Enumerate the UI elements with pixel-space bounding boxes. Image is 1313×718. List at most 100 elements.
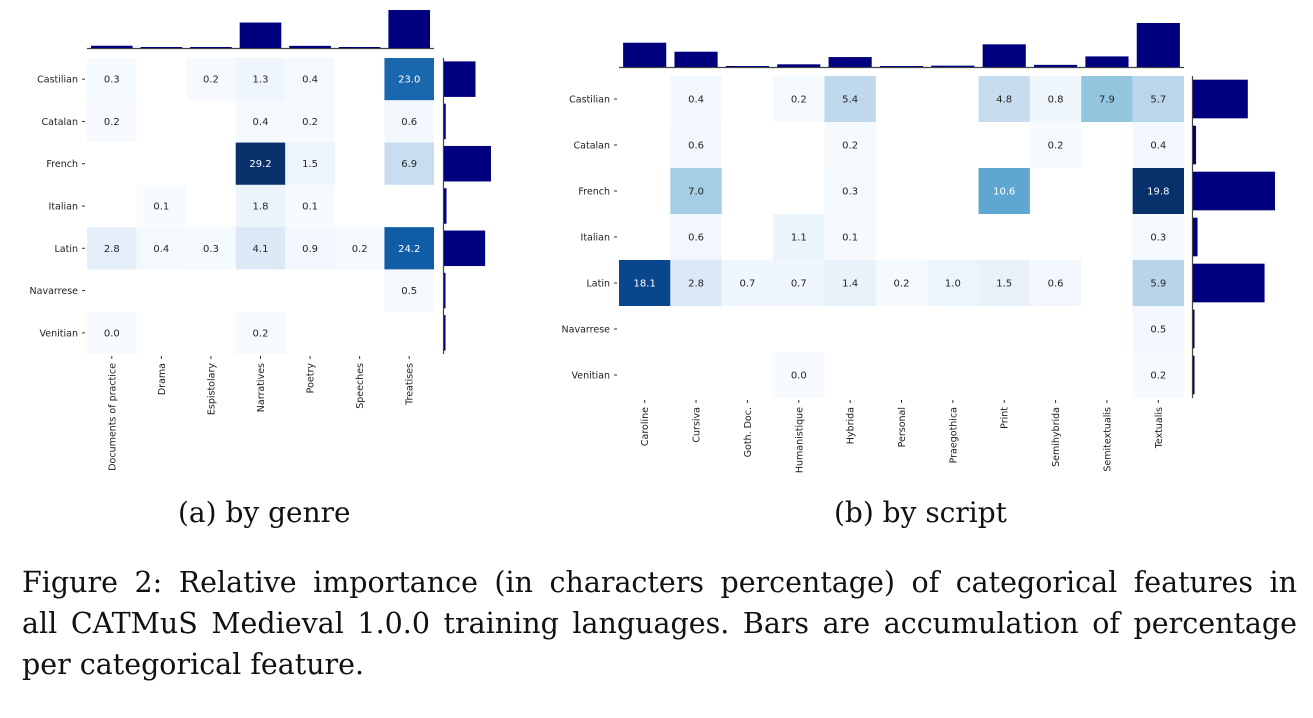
heatmap-cell xyxy=(87,100,137,143)
cell-value-label: 1.5 xyxy=(302,159,318,170)
cell-value-label: 2.8 xyxy=(104,244,120,255)
heatmap-cell xyxy=(1132,306,1184,352)
heatmap-cell xyxy=(1132,122,1184,168)
row-label: Castilian xyxy=(37,75,78,86)
heatmap-cell xyxy=(285,227,335,270)
cell-value-label: 0.2 xyxy=(253,328,269,339)
cell-value-label: 0.3 xyxy=(1150,233,1166,244)
heatmap-cell xyxy=(1029,76,1082,122)
cell-value-label: 0.6 xyxy=(688,141,704,152)
row-sum-bar xyxy=(444,61,476,97)
column-sum-bar xyxy=(777,64,821,67)
heatmap-cell xyxy=(670,168,722,214)
cell-value-label: 29.2 xyxy=(249,159,271,170)
row-label: Venitian xyxy=(572,371,610,382)
caption-line: Figure 2: Relative importance (in charac… xyxy=(22,566,1297,599)
cell-value-label: 0.1 xyxy=(153,202,169,213)
column-label: Speeches xyxy=(355,363,366,409)
heatmap-cell xyxy=(978,260,1030,306)
cell-value-label: 1.0 xyxy=(945,279,961,290)
cell-value-label: 0.9 xyxy=(302,244,318,255)
column-sum-bar xyxy=(90,45,133,48)
cell-value-label: 10.6 xyxy=(993,187,1015,198)
cell-value-label: 0.4 xyxy=(302,75,318,86)
cell-value-label: 24.2 xyxy=(398,244,420,255)
heatmap-cell xyxy=(384,100,434,143)
heatmap-cell xyxy=(824,260,876,306)
heatmap-cell xyxy=(186,58,236,101)
subcaption-a: (a) by genre xyxy=(178,496,351,529)
cell-value-label: 0.3 xyxy=(104,75,120,86)
heatmap-cell xyxy=(235,184,286,228)
heatmap-cell xyxy=(235,142,286,185)
cell-value-label: 0.6 xyxy=(401,117,417,128)
heatmap-cell xyxy=(773,260,825,306)
cell-value-label: 0.4 xyxy=(153,244,169,255)
row-label: Italian xyxy=(581,233,610,244)
heatmap-cell xyxy=(670,214,722,260)
row-label: Navarrese xyxy=(30,286,79,297)
cell-value-label: 5.9 xyxy=(1150,279,1166,290)
heatmap-cell xyxy=(824,214,876,260)
column-label: Textualis xyxy=(1154,407,1165,449)
column-label: Semitextualis xyxy=(1102,407,1113,472)
column-sum-bar xyxy=(140,47,183,48)
cell-value-label: 0.2 xyxy=(302,117,318,128)
row-sum-bar xyxy=(1193,79,1248,119)
column-sum-bar xyxy=(623,42,667,67)
cell-value-label: 0.1 xyxy=(302,202,318,213)
column-label: Hybrida xyxy=(846,407,857,444)
row-sum-bar xyxy=(444,188,447,224)
cell-value-label: 19.8 xyxy=(1147,187,1169,198)
cell-value-label: 5.7 xyxy=(1150,95,1166,106)
cell-value-label: 0.1 xyxy=(842,233,858,244)
cell-value-label: 0.4 xyxy=(1150,141,1166,152)
column-label: Print xyxy=(1000,407,1011,429)
figure-caption: Figure 2: Relative importance (in charac… xyxy=(22,562,1297,685)
heatmap-cell xyxy=(773,76,825,122)
heatmap-cell xyxy=(285,142,335,185)
row-label: Latin xyxy=(55,244,79,255)
column-sum-bar xyxy=(289,45,331,48)
cell-value-label: 0.3 xyxy=(203,244,219,255)
row-sum-bar xyxy=(1193,309,1195,349)
column-label: Goth. Doc. xyxy=(743,407,754,457)
heatmap-cell xyxy=(978,168,1030,214)
heatmap-cell xyxy=(285,58,335,101)
heatmap-cell xyxy=(235,311,286,354)
cell-value-label: 0.2 xyxy=(842,141,858,152)
cell-value-label: 0.2 xyxy=(352,244,368,255)
column-label: Poetry xyxy=(306,363,317,394)
cell-value-label: 0.6 xyxy=(688,233,704,244)
column-sum-bar xyxy=(1136,23,1180,67)
heatmap-cell xyxy=(824,122,876,168)
cell-value-label: 0.7 xyxy=(739,279,755,290)
heatmap-cell xyxy=(235,58,286,101)
heatmap-cell xyxy=(235,100,286,143)
heatmap-cell xyxy=(87,58,137,101)
heatmap-cell xyxy=(670,122,722,168)
column-label: Caroline xyxy=(640,407,651,446)
cell-value-label: 0.2 xyxy=(1048,141,1064,152)
heatmap-cell xyxy=(619,260,671,306)
cell-value-label: 0.4 xyxy=(253,117,269,128)
cell-value-label: 18.1 xyxy=(634,279,656,290)
column-sum-bar xyxy=(931,65,975,67)
heatmap-cell xyxy=(824,76,876,122)
heatmap-cell xyxy=(824,168,876,214)
heatmap-cell xyxy=(773,352,825,398)
heatmap-cell xyxy=(670,260,722,306)
column-sum-bar xyxy=(725,66,769,67)
cell-value-label: 4.1 xyxy=(253,244,269,255)
row-sum-bar xyxy=(444,315,446,351)
row-sum-bar xyxy=(1193,263,1265,303)
row-sum-bar xyxy=(1193,171,1275,211)
cell-value-label: 0.0 xyxy=(791,371,807,382)
heatmap-cell xyxy=(1132,260,1184,306)
column-sum-bar xyxy=(879,66,924,67)
heatmap-by-script: 0.4 0.2 5.4 4.8 0.8 7.9 5.7 0.6 0.2 0.2 0.4 7.0 0.3 1… xyxy=(562,23,1275,473)
cell-value-label: 1.5 xyxy=(996,279,1012,290)
column-label: Semihybrida xyxy=(1051,407,1062,467)
cell-value-label: 7.9 xyxy=(1099,95,1115,106)
heatmap-cell xyxy=(1132,352,1184,398)
